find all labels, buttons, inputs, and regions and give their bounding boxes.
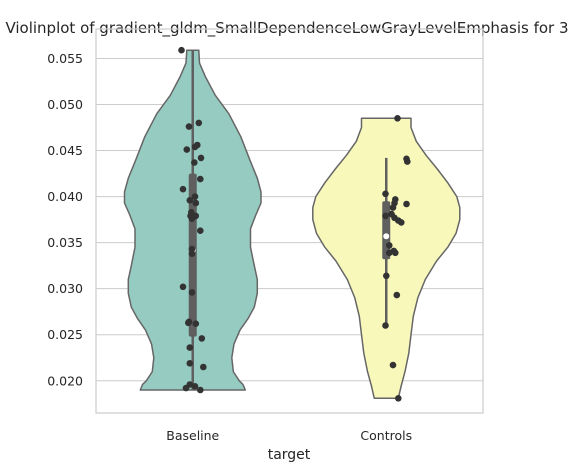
data-point <box>394 115 401 122</box>
data-point <box>403 200 410 208</box>
data-point <box>192 199 200 207</box>
y-tick-labels: 0.020 0.025 0.030 0.035 0.040 0.045 0.050 0.055 <box>47 51 83 388</box>
data-point <box>188 245 196 253</box>
data-point <box>389 361 397 369</box>
data-point <box>179 283 187 291</box>
violins <box>123 49 461 400</box>
y-tick-label: 0.045 <box>47 143 83 158</box>
data-point <box>395 395 402 402</box>
data-point <box>382 190 389 198</box>
data-point <box>186 344 194 351</box>
data-point <box>197 154 205 162</box>
data-point <box>191 193 199 200</box>
x-tick-label: Controls <box>360 428 412 443</box>
y-tick-label: 0.030 <box>47 281 83 296</box>
data-point <box>198 335 206 342</box>
data-point <box>178 46 185 54</box>
data-points <box>178 46 411 402</box>
data-point <box>398 219 405 226</box>
x-tick-labels: Baseline Controls <box>166 428 412 443</box>
data-point <box>197 227 204 234</box>
data-point <box>191 143 199 151</box>
x-axis-label: target <box>268 447 311 463</box>
data-point <box>200 363 207 371</box>
data-point <box>191 383 199 390</box>
data-point <box>183 146 191 153</box>
median-marker-controls <box>383 233 390 240</box>
x-tick-label: Baseline <box>166 428 219 443</box>
data-point <box>392 249 399 257</box>
data-point <box>191 159 198 166</box>
data-point <box>386 249 393 257</box>
data-point <box>185 123 193 130</box>
y-tick-label: 0.035 <box>47 235 83 250</box>
data-point <box>197 175 204 183</box>
data-point <box>186 197 194 204</box>
data-point <box>386 242 393 249</box>
data-point <box>179 185 187 193</box>
data-point <box>195 119 203 127</box>
data-point <box>393 291 401 299</box>
plot-frame <box>95 28 484 414</box>
data-point <box>404 158 411 165</box>
y-tick-label: 0.040 <box>47 189 83 204</box>
y-tick-label: 0.050 <box>47 97 83 112</box>
data-point <box>383 272 390 280</box>
data-point <box>188 250 196 257</box>
data-point <box>188 215 196 222</box>
y-tick-label: 0.055 <box>47 51 83 66</box>
data-point <box>192 320 200 328</box>
data-point <box>188 289 196 296</box>
y-tick-label: 0.020 <box>47 373 83 388</box>
data-point <box>382 322 389 329</box>
data-point <box>182 384 190 392</box>
data-point <box>197 386 204 394</box>
data-point <box>185 319 192 327</box>
y-tick-label: 0.025 <box>47 327 83 342</box>
data-point <box>389 204 397 211</box>
data-point <box>382 212 389 220</box>
data-point <box>186 360 194 367</box>
